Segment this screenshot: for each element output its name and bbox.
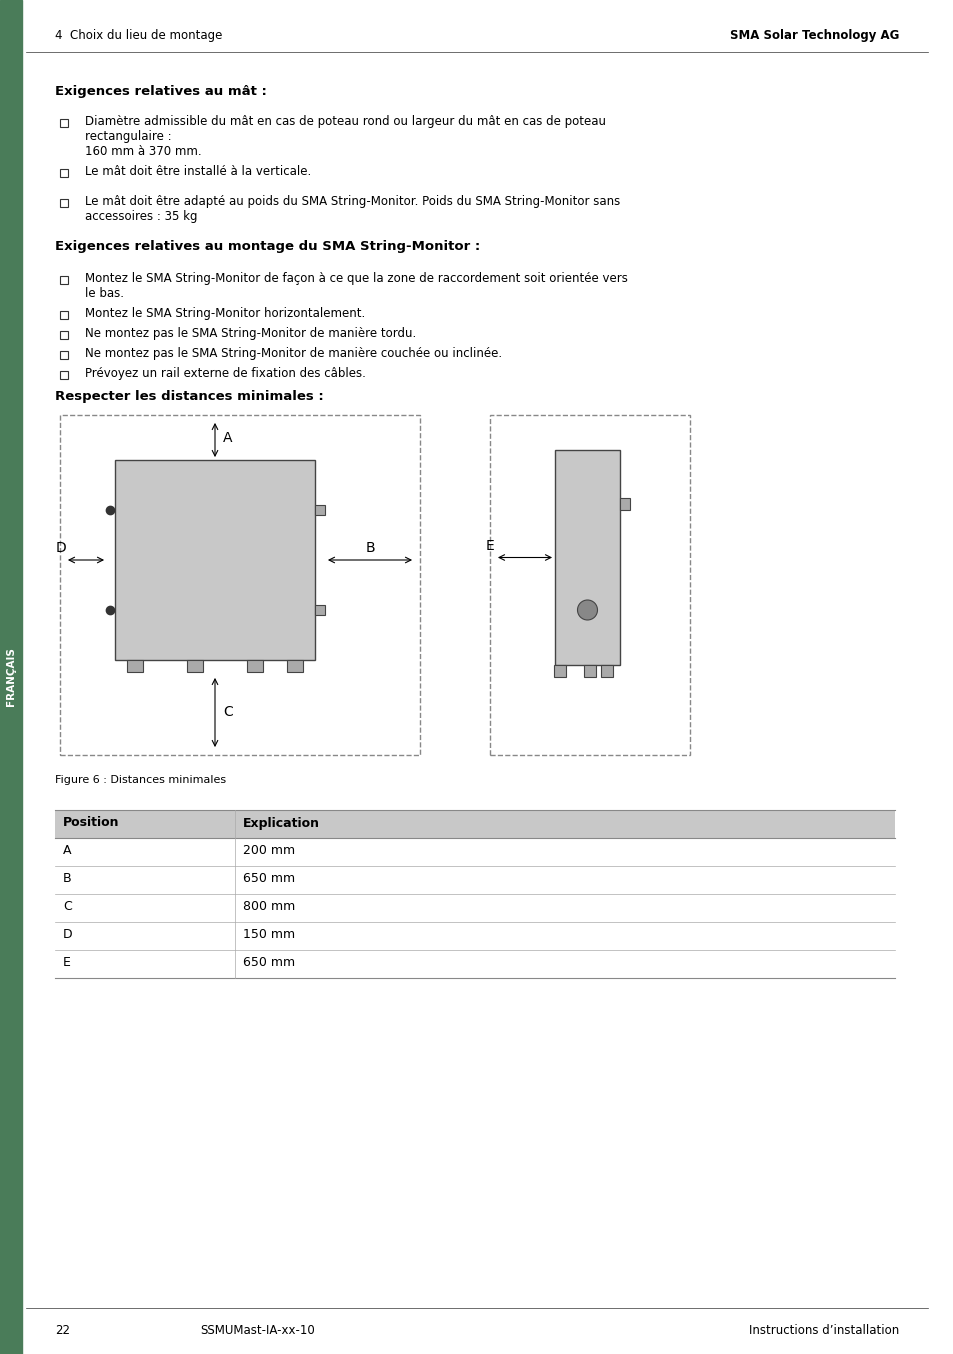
Bar	[60, 119, 68, 127]
Bar	[247, 659, 263, 672]
Bar	[60, 311, 68, 320]
Text: Ne montez pas le SMA String-Monitor de manière couchée ou inclinée.: Ne montez pas le SMA String-Monitor de m…	[85, 347, 501, 360]
Text: C: C	[63, 900, 71, 914]
Text: Diamètre admissible du mât en cas de poteau rond ou largeur du mât en cas de pot: Diamètre admissible du mât en cas de pot…	[85, 115, 605, 129]
Bar	[490, 414, 689, 756]
Bar	[555, 450, 619, 665]
Text: Instructions d’installation: Instructions d’installation	[748, 1323, 898, 1336]
Text: Montez le SMA String-Monitor de façon à ce que la zone de raccordement soit orie: Montez le SMA String-Monitor de façon à …	[85, 272, 627, 284]
Bar	[115, 460, 314, 659]
Text: Ne montez pas le SMA String-Monitor de manière tordu.: Ne montez pas le SMA String-Monitor de m…	[85, 328, 416, 340]
Text: Exigences relatives au mât :: Exigences relatives au mât :	[55, 85, 267, 97]
Text: 22: 22	[55, 1323, 70, 1336]
Bar	[554, 665, 565, 677]
Text: Exigences relatives au montage du SMA String-Monitor :: Exigences relatives au montage du SMA St…	[55, 240, 479, 253]
Text: B: B	[365, 542, 375, 555]
Bar	[583, 665, 596, 677]
Bar	[60, 330, 68, 338]
Text: D: D	[56, 542, 67, 555]
Bar	[287, 659, 303, 672]
Text: SSMUMast-IA-xx-10: SSMUMast-IA-xx-10	[200, 1323, 314, 1336]
Bar	[314, 505, 325, 515]
Text: le bas.: le bas.	[85, 287, 124, 301]
Bar	[60, 351, 68, 359]
Text: 800 mm: 800 mm	[243, 900, 294, 914]
Text: SMA Solar Technology AG: SMA Solar Technology AG	[729, 28, 898, 42]
Text: Montez le SMA String-Monitor horizontalement.: Montez le SMA String-Monitor horizontale…	[85, 307, 365, 320]
Bar	[600, 665, 613, 677]
Text: rectangulaire :: rectangulaire :	[85, 130, 172, 144]
Text: Explication: Explication	[243, 816, 319, 830]
Bar	[60, 371, 68, 379]
Text: 650 mm: 650 mm	[243, 872, 294, 886]
Text: 200 mm: 200 mm	[243, 845, 294, 857]
Text: 150 mm: 150 mm	[243, 929, 294, 941]
Bar	[0, 0, 22, 1354]
Bar	[60, 276, 68, 284]
Circle shape	[577, 600, 597, 620]
Text: accessoires : 35 kg: accessoires : 35 kg	[85, 210, 197, 223]
Text: Respecter les distances minimales :: Respecter les distances minimales :	[55, 390, 323, 403]
Text: C: C	[223, 705, 233, 719]
Bar	[55, 810, 894, 838]
Bar	[619, 498, 629, 510]
Bar	[60, 199, 68, 207]
Text: 160 mm à 370 mm.: 160 mm à 370 mm.	[85, 145, 201, 158]
Text: 4  Choix du lieu de montage: 4 Choix du lieu de montage	[55, 28, 222, 42]
Text: 650 mm: 650 mm	[243, 956, 294, 969]
Bar	[60, 169, 68, 177]
Bar	[60, 414, 419, 756]
Text: Le mât doit être installé à la verticale.: Le mât doit être installé à la verticale…	[85, 165, 311, 177]
Text: E: E	[63, 956, 71, 969]
Text: Position: Position	[63, 816, 119, 830]
Text: Le mât doit être adapté au poids du SMA String-Monitor. Poids du SMA String-Moni: Le mât doit être adapté au poids du SMA …	[85, 195, 619, 209]
Bar	[127, 659, 143, 672]
Text: Prévoyez un rail externe de fixation des câbles.: Prévoyez un rail externe de fixation des…	[85, 367, 366, 380]
Bar	[187, 659, 203, 672]
Text: A: A	[223, 431, 233, 444]
Text: B: B	[63, 872, 71, 886]
Text: Figure 6 : Distances minimales: Figure 6 : Distances minimales	[55, 774, 226, 785]
Bar	[314, 605, 325, 615]
Text: E: E	[485, 539, 495, 552]
Text: D: D	[63, 929, 72, 941]
Text: A: A	[63, 845, 71, 857]
Text: FRANÇAIS: FRANÇAIS	[6, 647, 16, 707]
